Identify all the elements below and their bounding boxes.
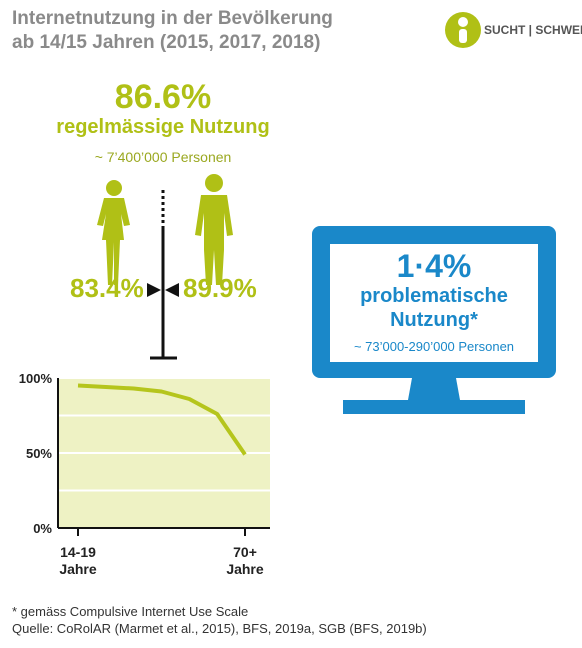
x-tick-label: 14-19 Jahre bbox=[59, 544, 97, 577]
logo-body bbox=[459, 29, 467, 43]
logo-text-right: SCHWEIZ bbox=[535, 23, 582, 37]
logo-text: SUCHT | SCHWEIZ bbox=[484, 23, 582, 37]
monitor-stand bbox=[408, 378, 460, 400]
line-chart: 0% 50% 100% bbox=[19, 371, 270, 536]
source: Quelle: CoRolAR (Marmet et al., 2015), B… bbox=[12, 621, 427, 636]
y-tick-label: 0% bbox=[33, 521, 52, 536]
problem-label: problematische bbox=[360, 285, 508, 307]
logo-head bbox=[458, 17, 468, 27]
title: Internetnutzung in der Bevölkerung bbox=[12, 8, 333, 29]
arrow-women bbox=[147, 283, 161, 297]
arrow-men bbox=[165, 283, 179, 297]
y-tick-label: 50% bbox=[26, 446, 52, 461]
women-percent: 83.4% bbox=[70, 273, 144, 303]
footnote: * gemäss Compulsive Internet Use Scale bbox=[12, 604, 249, 619]
logo-text-left: SUCHT bbox=[484, 23, 526, 37]
monitor-base bbox=[343, 400, 525, 414]
problem-label: Nutzung* bbox=[390, 309, 478, 331]
y-tick-label: 100% bbox=[19, 371, 53, 386]
problem-persons: ~ 73’000-290’000 Personen bbox=[353, 339, 515, 354]
monitor-screen bbox=[330, 244, 538, 362]
x-tick-label: 70+ Jahre bbox=[226, 544, 264, 577]
usage-percent: 86.6% bbox=[114, 78, 212, 116]
man-icon bbox=[195, 174, 233, 285]
usage-persons: ~ 7’400’000 Personen bbox=[94, 149, 232, 165]
woman-icon bbox=[97, 180, 130, 285]
men-percent: 89.9% bbox=[183, 273, 257, 303]
problem-percent: 1·4% bbox=[396, 248, 472, 284]
data-line bbox=[77, 383, 247, 456]
usage-label: regelmässige Nutzung bbox=[56, 116, 270, 138]
title: ab 14/15 Jahren (2015, 2017, 2018) bbox=[12, 32, 321, 53]
